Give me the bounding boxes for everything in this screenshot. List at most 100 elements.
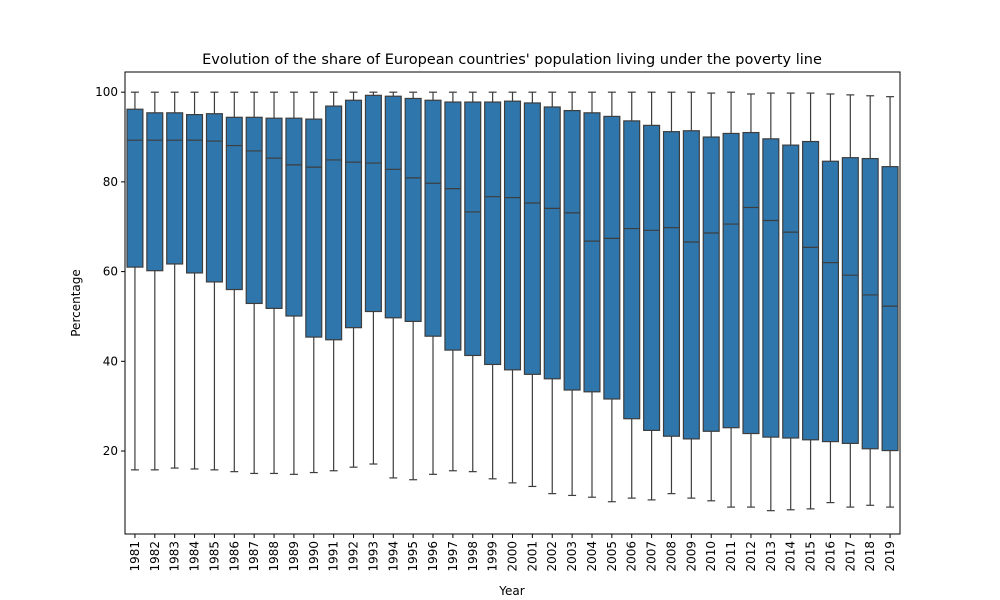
- box-iqr: [682, 130, 700, 440]
- x-axis: 1981 1982 1983 1984 1985 1986 1987 1988 1989 1990…: [128, 534, 897, 572]
- box-2007: [643, 91, 661, 501]
- box-2002: [543, 91, 561, 495]
- x-tick-label: 2014: [784, 541, 798, 572]
- box-1991: [325, 91, 343, 472]
- box-iqr: [881, 166, 899, 452]
- box-1993: [364, 91, 382, 465]
- box-1984: [186, 91, 204, 470]
- y-axis: 20 40 60 80 100: [95, 85, 125, 458]
- box-2009: [682, 91, 700, 499]
- y-tick-label: 60: [103, 265, 118, 279]
- box-1981: [126, 91, 144, 471]
- box-iqr: [523, 102, 541, 375]
- x-tick-label: 1981: [128, 541, 142, 572]
- x-tick-label: 1997: [446, 541, 460, 572]
- box-2000: [503, 91, 522, 484]
- box-2013: [762, 92, 780, 512]
- box-2004: [583, 91, 601, 498]
- x-tick-label: 2017: [843, 541, 857, 572]
- box-1998: [464, 91, 482, 473]
- x-tick-label: 2015: [804, 541, 818, 572]
- box-iqr: [821, 160, 839, 443]
- x-tick-label: 1994: [386, 541, 400, 572]
- box-iqr: [424, 99, 442, 337]
- x-axis-label: Year: [498, 584, 524, 598]
- box-1992: [344, 91, 363, 468]
- box-iqr: [186, 114, 204, 274]
- x-tick-label: 1984: [188, 541, 202, 572]
- box-iqr: [285, 117, 303, 317]
- box-iqr: [543, 106, 561, 380]
- y-tick-label: 80: [103, 175, 118, 189]
- box-iqr: [364, 94, 382, 313]
- y-axis-label: Percentage: [69, 269, 83, 337]
- x-tick-label: 1983: [168, 541, 182, 572]
- box-iqr: [166, 112, 184, 265]
- y-tick-label: 40: [103, 354, 118, 368]
- box-1999: [484, 91, 502, 480]
- box-iqr: [126, 108, 144, 268]
- x-tick-label: 2013: [764, 541, 778, 572]
- x-tick-label: 2018: [863, 541, 877, 572]
- box-iqr: [344, 99, 363, 329]
- box-iqr: [841, 157, 859, 444]
- box-1994: [384, 91, 402, 479]
- box-iqr: [484, 101, 502, 366]
- box-iqr: [325, 105, 343, 341]
- box-2014: [782, 92, 800, 511]
- x-tick-label: 1993: [366, 541, 380, 572]
- box-iqr: [662, 131, 681, 437]
- x-tick-label: 2007: [645, 541, 659, 572]
- box-2010: [702, 92, 720, 502]
- x-tick-label: 2001: [525, 541, 539, 572]
- box-1989: [285, 91, 303, 475]
- x-tick-label: 2016: [823, 541, 837, 572]
- x-tick-label: 1998: [466, 541, 480, 572]
- x-tick-label: 1982: [148, 541, 162, 572]
- x-tick-label: 1988: [267, 541, 281, 572]
- box-1996: [424, 91, 442, 475]
- x-tick-label: 2012: [744, 541, 758, 572]
- x-tick-label: 2000: [506, 541, 520, 572]
- box-2012: [742, 93, 760, 508]
- box-iqr: [782, 144, 800, 439]
- box-1983: [166, 91, 184, 469]
- x-tick-label: 2004: [585, 541, 599, 572]
- box-2003: [563, 91, 581, 497]
- box-iqr: [503, 100, 522, 371]
- x-tick-label: 1986: [227, 541, 241, 572]
- box-iqr: [464, 101, 482, 357]
- box-2017: [841, 94, 859, 508]
- box-2006: [623, 91, 641, 499]
- y-tick-label: 20: [103, 444, 118, 458]
- box-iqr: [404, 97, 422, 322]
- box-iqr: [146, 112, 164, 272]
- box-2005: [603, 91, 621, 503]
- boxes-layer: [126, 91, 899, 512]
- x-tick-label: 1996: [426, 541, 440, 572]
- box-2018: [861, 95, 879, 506]
- x-tick-label: 2011: [724, 541, 738, 572]
- x-tick-label: 2003: [565, 541, 579, 572]
- box-iqr: [265, 117, 283, 309]
- box-1995: [404, 91, 422, 481]
- box-1990: [305, 91, 323, 474]
- x-tick-label: 2002: [545, 541, 559, 572]
- box-iqr: [563, 109, 581, 391]
- box-1987: [245, 91, 263, 475]
- x-tick-label: 2019: [883, 541, 897, 572]
- box-1982: [146, 91, 164, 471]
- x-tick-label: 2010: [704, 541, 718, 572]
- x-tick-label: 1985: [207, 541, 221, 572]
- box-2016: [821, 93, 839, 504]
- box-iqr: [583, 112, 601, 393]
- box-iqr: [702, 136, 720, 432]
- box-iqr: [205, 113, 223, 283]
- x-tick-label: 2008: [664, 541, 678, 572]
- x-tick-label: 1991: [327, 541, 341, 572]
- x-tick-label: 1999: [486, 541, 500, 572]
- x-tick-label: 1990: [307, 541, 321, 572]
- x-tick-label: 1989: [287, 541, 301, 572]
- x-tick-label: 1995: [406, 541, 420, 572]
